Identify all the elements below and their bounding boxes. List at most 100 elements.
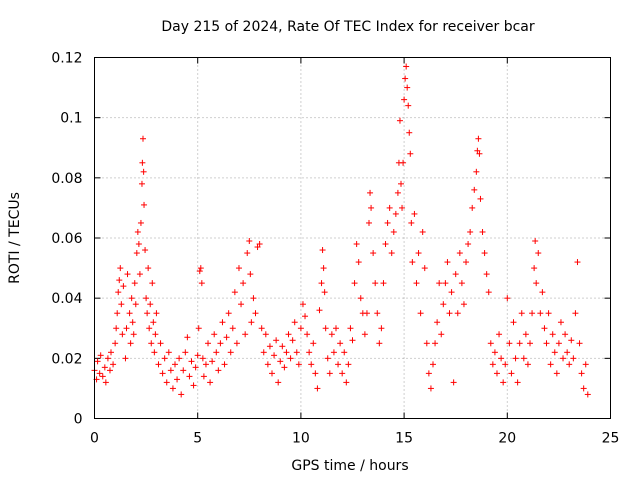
data-point	[423, 340, 430, 347]
data-point	[347, 325, 354, 332]
data-point	[297, 325, 304, 332]
data-point	[153, 310, 160, 317]
data-point	[145, 265, 152, 272]
data-point	[152, 331, 159, 338]
data-point	[394, 189, 401, 196]
data-point	[527, 340, 534, 347]
data-point	[355, 259, 362, 266]
data-point	[524, 361, 531, 368]
data-point	[479, 228, 486, 235]
data-point	[250, 295, 257, 302]
data-point	[545, 310, 552, 317]
data-point	[469, 204, 476, 211]
data-point	[458, 280, 465, 287]
data-point	[481, 250, 488, 257]
x-tick-label: 20	[498, 431, 516, 447]
data-point	[167, 367, 174, 374]
data-point	[483, 271, 490, 278]
data-point	[197, 265, 204, 272]
data-point	[343, 379, 350, 386]
data-point	[427, 385, 434, 392]
x-tick-label: 15	[395, 431, 413, 447]
data-point	[104, 355, 111, 362]
data-point	[227, 349, 234, 356]
data-point	[374, 310, 381, 317]
data-point	[126, 310, 133, 317]
data-point	[452, 271, 459, 278]
data-point	[136, 271, 143, 278]
data-point	[155, 361, 162, 368]
data-point	[473, 168, 480, 175]
data-point	[529, 310, 536, 317]
data-point	[456, 250, 463, 257]
data-point	[246, 238, 253, 245]
data-point	[436, 280, 443, 287]
y-tick-label: 0.06	[51, 231, 82, 247]
data-point	[411, 210, 418, 217]
data-point	[129, 319, 136, 326]
data-point	[339, 370, 346, 377]
data-point	[150, 319, 157, 326]
data-point	[127, 340, 134, 347]
data-point	[120, 283, 127, 290]
data-point	[171, 361, 178, 368]
data-point	[316, 307, 323, 314]
data-point	[378, 325, 385, 332]
data-point	[406, 129, 413, 136]
plot-frame	[94, 57, 611, 419]
data-point	[279, 343, 286, 350]
data-point	[302, 313, 309, 320]
data-point	[184, 334, 191, 341]
data-point	[248, 319, 255, 326]
data-point	[382, 241, 389, 248]
data-point	[399, 204, 406, 211]
data-point	[97, 352, 104, 359]
data-point	[148, 340, 155, 347]
data-point	[403, 63, 410, 70]
data-point	[566, 361, 573, 368]
y-tick-label: 0.04	[51, 291, 82, 307]
data-point	[115, 289, 122, 296]
data-point	[413, 280, 420, 287]
data-point	[341, 349, 348, 356]
data-point	[531, 265, 538, 272]
data-point	[465, 241, 472, 248]
data-point	[176, 355, 183, 362]
data-point	[404, 84, 411, 91]
data-point	[557, 319, 564, 326]
x-tick-label: 0	[90, 431, 99, 447]
data-point	[233, 340, 240, 347]
data-point	[163, 379, 170, 386]
y-axis-ticks: 0 0.02 0.04 0.06 0.08 0.1 0.12	[51, 51, 611, 428]
data-point	[112, 340, 119, 347]
data-point	[144, 310, 151, 317]
data-point	[319, 247, 326, 254]
x-tick-label: 5	[193, 431, 202, 447]
data-point	[408, 219, 415, 226]
data-point	[131, 280, 138, 287]
y-axis-label: ROTI / TECUs	[7, 192, 23, 284]
data-point	[450, 379, 457, 386]
data-point	[192, 364, 199, 371]
data-point	[440, 301, 447, 308]
data-point	[242, 331, 249, 338]
data-point	[576, 340, 583, 347]
data-point	[221, 361, 228, 368]
data-point	[535, 250, 542, 257]
data-point	[285, 331, 292, 338]
data-point	[130, 331, 137, 338]
data-point	[124, 271, 131, 278]
data-point	[475, 135, 482, 142]
data-point	[291, 319, 298, 326]
data-point	[322, 325, 329, 332]
data-point	[101, 364, 108, 371]
data-point	[137, 219, 144, 226]
data-point	[390, 228, 397, 235]
data-point	[96, 370, 103, 377]
data-point	[256, 241, 263, 248]
data-point	[312, 370, 319, 377]
data-point	[454, 310, 461, 317]
data-point	[547, 361, 554, 368]
data-point	[415, 250, 422, 257]
data-point	[380, 280, 387, 287]
